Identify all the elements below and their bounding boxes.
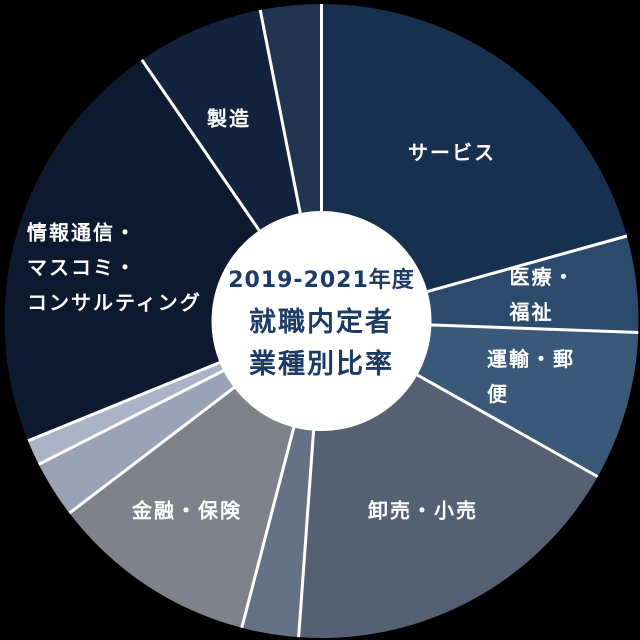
- pie-segment-service: [321, 4, 627, 321]
- chart-center-title: 2019-2021年度 就職内定者 業種別比率: [211, 267, 432, 386]
- center-title-line3: 業種別比率: [249, 349, 394, 380]
- center-title-line2: 就職内定者: [249, 307, 394, 338]
- center-circle: [211, 211, 432, 431]
- center-title-years: 2019-2021年度: [228, 268, 415, 293]
